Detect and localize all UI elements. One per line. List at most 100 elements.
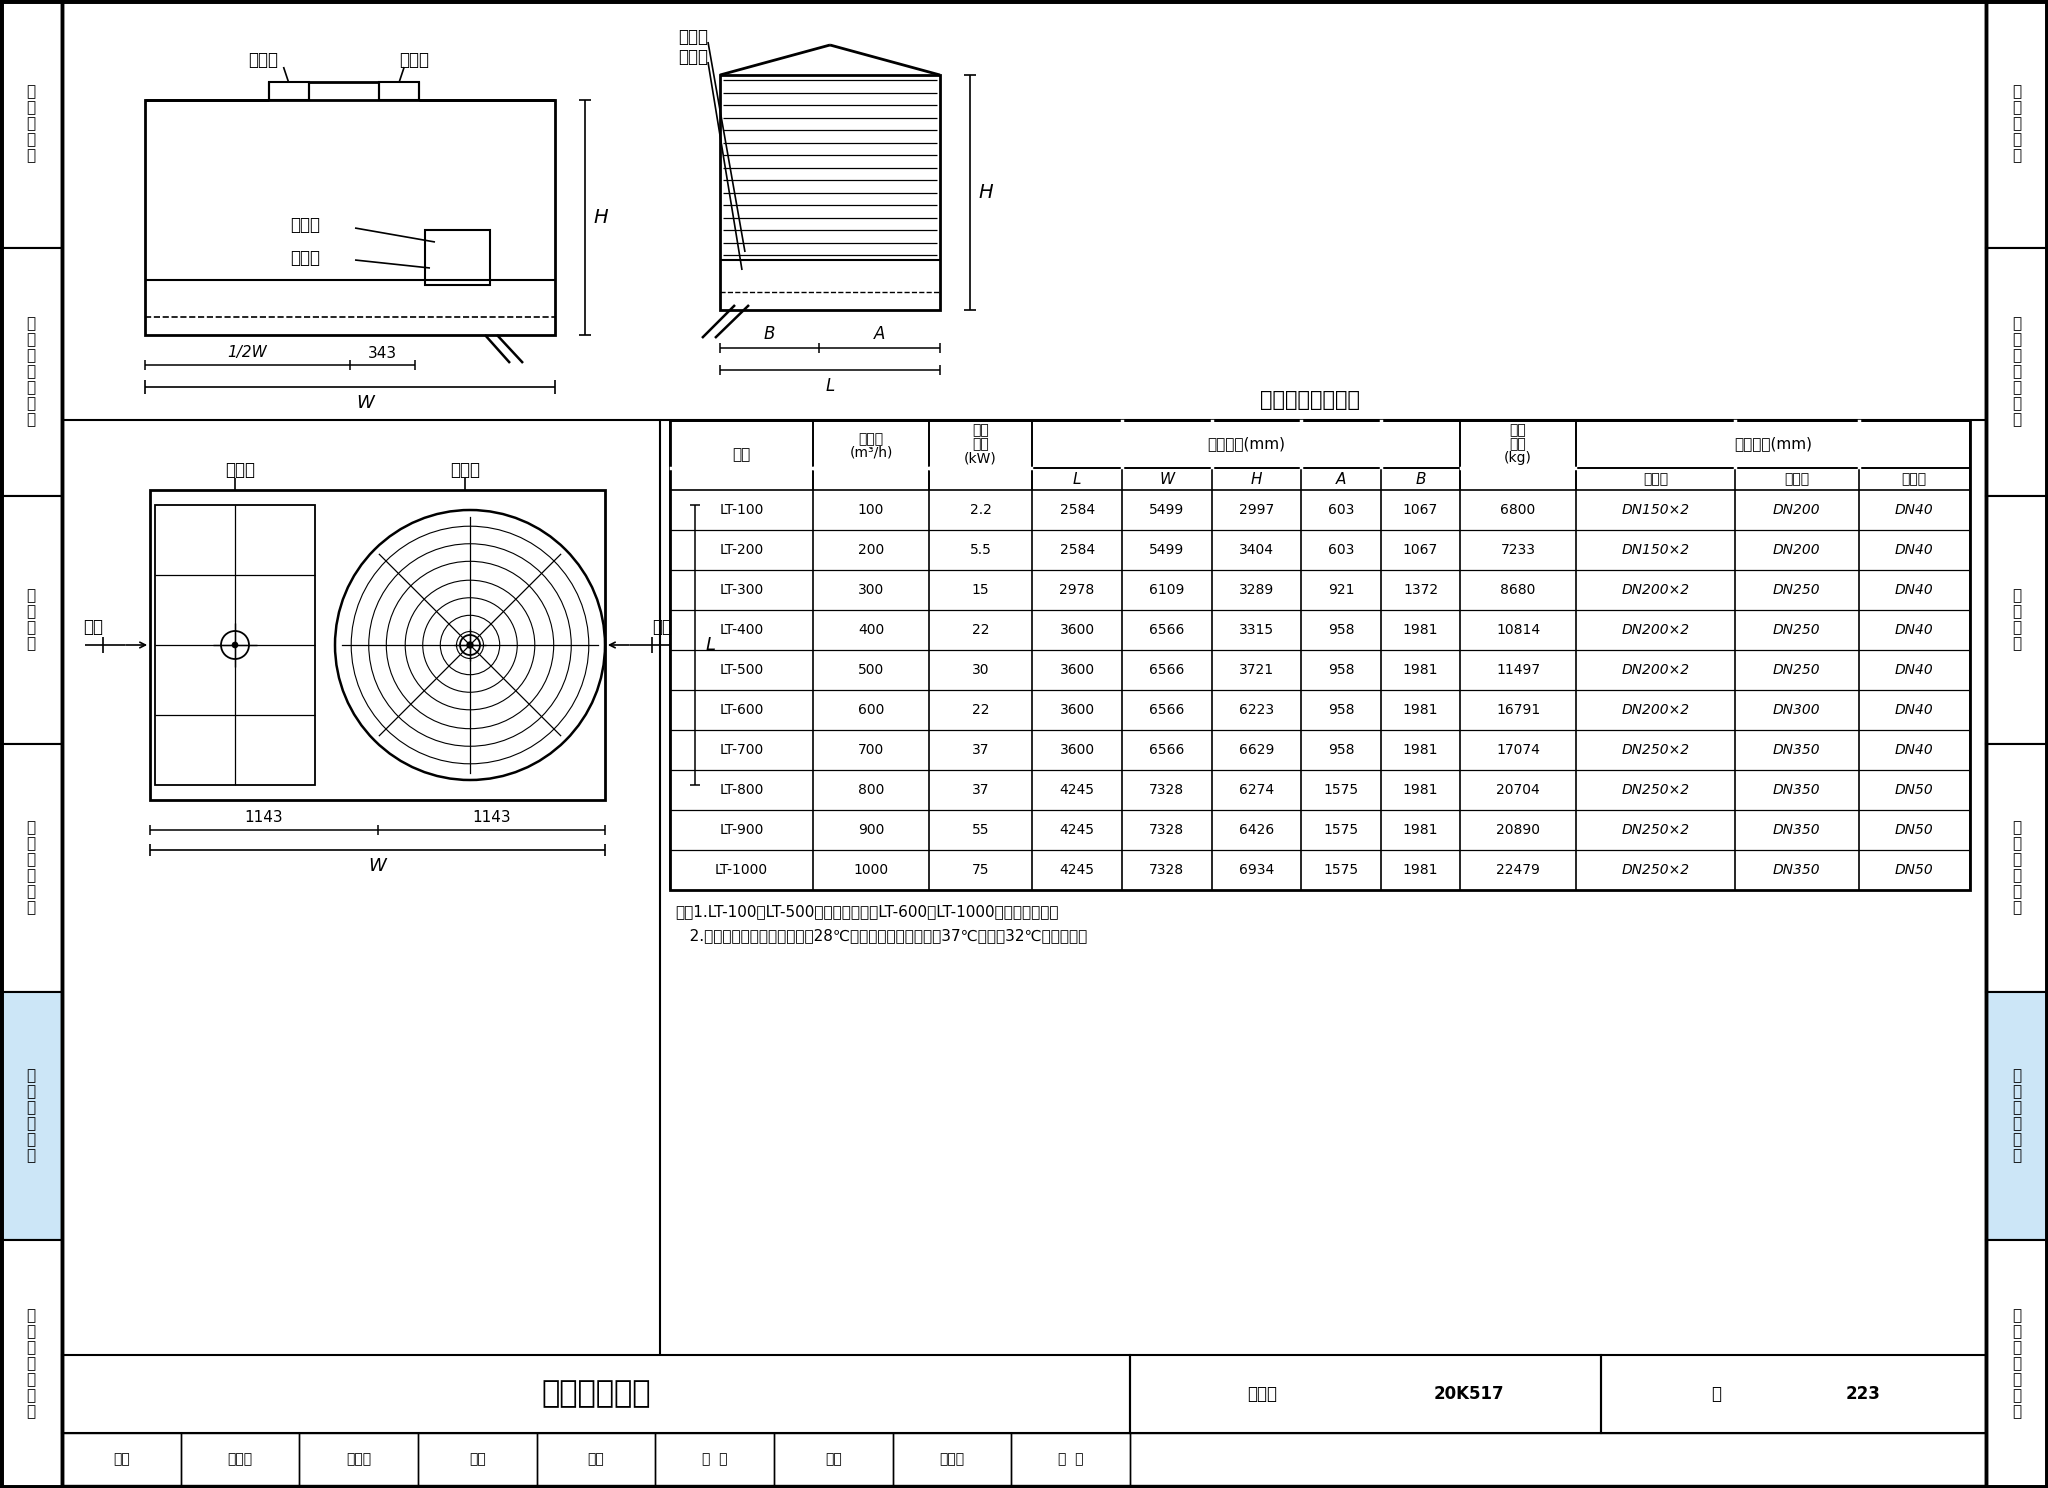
Text: 6223: 6223 — [1239, 702, 1274, 717]
Text: L: L — [707, 635, 717, 655]
Text: DN50: DN50 — [1894, 823, 1933, 836]
Text: 2584: 2584 — [1059, 503, 1096, 516]
Text: 22479: 22479 — [1497, 863, 1540, 876]
Text: 页: 页 — [1712, 1385, 1722, 1403]
Text: DN350: DN350 — [1774, 743, 1821, 757]
Bar — [1987, 248, 2048, 496]
Text: 958: 958 — [1327, 743, 1354, 757]
Text: 500: 500 — [858, 664, 885, 677]
Text: 1981: 1981 — [1403, 863, 1438, 876]
Text: 韦  航: 韦 航 — [702, 1452, 727, 1466]
Text: DN150×2: DN150×2 — [1622, 543, 1690, 557]
Text: 蓄: 蓄 — [27, 588, 35, 604]
Text: 5.5: 5.5 — [969, 543, 991, 557]
Text: 冷: 冷 — [2013, 332, 2021, 348]
Text: 冷: 冷 — [27, 836, 35, 851]
Text: 性能参数及尺寸表: 性能参数及尺寸表 — [1260, 390, 1360, 411]
Text: 1575: 1575 — [1323, 863, 1358, 876]
Text: 横流式冷却塔: 横流式冷却塔 — [541, 1379, 651, 1409]
Text: 调: 调 — [27, 1388, 35, 1403]
Text: 6566: 6566 — [1149, 743, 1184, 757]
Text: 600: 600 — [858, 702, 885, 717]
Text: 5499: 5499 — [1149, 543, 1184, 557]
Bar — [1987, 1240, 2048, 1488]
Bar — [670, 420, 1970, 890]
Text: 20K517: 20K517 — [1434, 1385, 1505, 1403]
Text: DN350: DN350 — [1774, 863, 1821, 876]
Text: DN200×2: DN200×2 — [1622, 623, 1690, 637]
Text: 7328: 7328 — [1149, 863, 1184, 876]
Text: 3600: 3600 — [1059, 664, 1096, 677]
Text: 泵: 泵 — [2013, 1085, 2021, 1100]
Text: 备: 备 — [27, 900, 35, 915]
Text: 进水口: 进水口 — [399, 51, 430, 68]
Text: 却: 却 — [27, 1132, 35, 1147]
Text: LT-100: LT-100 — [719, 503, 764, 516]
Text: 制: 制 — [27, 820, 35, 835]
Text: 7328: 7328 — [1149, 823, 1184, 836]
Bar — [1602, 1356, 1987, 1433]
Text: 5499: 5499 — [1149, 503, 1184, 516]
Text: 1000: 1000 — [854, 863, 889, 876]
Text: 400: 400 — [858, 623, 885, 637]
Text: 蓄: 蓄 — [27, 317, 35, 332]
Text: 1575: 1575 — [1323, 823, 1358, 836]
Bar — [0, 744, 61, 992]
Text: 蓄: 蓄 — [2013, 588, 2021, 604]
Text: H: H — [1251, 472, 1262, 487]
Text: DN250×2: DN250×2 — [1622, 783, 1690, 798]
Text: 安: 安 — [2013, 1341, 2021, 1356]
Text: DN200: DN200 — [1774, 543, 1821, 557]
Text: DN40: DN40 — [1894, 543, 1933, 557]
Bar — [150, 490, 604, 801]
Text: 2584: 2584 — [1059, 543, 1096, 557]
Text: 冷: 冷 — [2013, 1116, 2021, 1131]
Text: 1143: 1143 — [471, 809, 510, 824]
Text: 与: 与 — [27, 1101, 35, 1116]
Text: 3600: 3600 — [1059, 623, 1096, 637]
Bar — [774, 1433, 893, 1485]
Text: 22: 22 — [973, 623, 989, 637]
Text: DN40: DN40 — [1894, 743, 1933, 757]
Text: 7328: 7328 — [1149, 783, 1184, 798]
Text: 11497: 11497 — [1495, 664, 1540, 677]
Text: 17074: 17074 — [1497, 743, 1540, 757]
Text: 958: 958 — [1327, 702, 1354, 717]
Text: 备: 备 — [2013, 900, 2021, 915]
Text: 设: 设 — [2013, 884, 2021, 900]
Bar — [893, 1433, 1012, 1485]
Text: 型号: 型号 — [733, 448, 752, 463]
Bar — [268, 82, 309, 100]
Text: 冷: 冷 — [27, 101, 35, 116]
Text: 1981: 1981 — [1403, 743, 1438, 757]
Text: 制: 制 — [2013, 820, 2021, 835]
Text: 施: 施 — [2013, 1308, 2021, 1323]
Text: 冷: 冷 — [2013, 869, 2021, 884]
Text: LT-900: LT-900 — [719, 823, 764, 836]
Text: 换: 换 — [27, 853, 35, 868]
Text: 尹鸾翎: 尹鸾翎 — [940, 1452, 965, 1466]
Text: DN200×2: DN200×2 — [1622, 583, 1690, 597]
Text: 603: 603 — [1327, 503, 1354, 516]
Text: 1067: 1067 — [1403, 543, 1438, 557]
Text: 冷: 冷 — [2013, 101, 2021, 116]
Text: 置: 置 — [2013, 637, 2021, 652]
Text: DN40: DN40 — [1894, 664, 1933, 677]
Text: A: A — [874, 324, 885, 344]
Bar — [1012, 1433, 1130, 1485]
Text: DN250: DN250 — [1774, 583, 1821, 597]
Bar — [180, 1433, 299, 1485]
Text: 蓄: 蓄 — [2013, 317, 2021, 332]
Text: 系: 系 — [27, 116, 35, 131]
Text: 进水口: 进水口 — [225, 461, 256, 479]
Text: LT-1000: LT-1000 — [715, 863, 768, 876]
Text: 800: 800 — [858, 783, 885, 798]
Bar — [1987, 992, 2048, 1240]
Text: 补水口: 补水口 — [291, 216, 319, 234]
Bar — [0, 0, 61, 248]
Bar — [379, 82, 420, 100]
Text: 1/2W: 1/2W — [227, 345, 268, 360]
Bar — [655, 1433, 774, 1485]
Text: 1143: 1143 — [244, 809, 283, 824]
Text: DN40: DN40 — [1894, 503, 1933, 516]
